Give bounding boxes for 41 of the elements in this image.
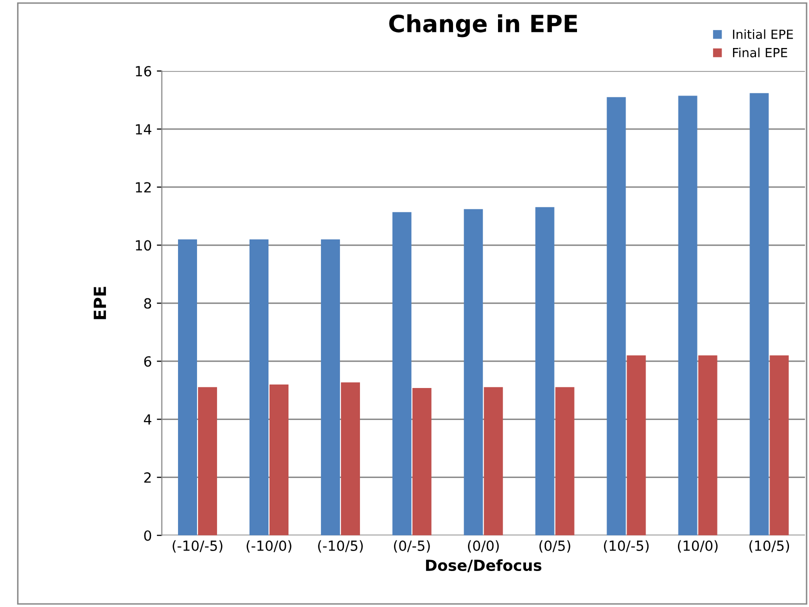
y-tick-label: 16 — [136, 66, 152, 76]
y-tick-label: 14 — [136, 124, 152, 134]
bar — [464, 209, 483, 536]
bar — [555, 387, 574, 536]
x-tick-label: (10/0) — [678, 540, 718, 553]
bar — [678, 96, 698, 536]
x-tick-label: (-10/5) — [318, 540, 363, 553]
y-tick-label: 0 — [144, 530, 152, 541]
x-axis-title: Dose/Defocus — [426, 559, 542, 572]
legend-label: Initial EPE — [733, 29, 793, 39]
bar — [750, 93, 769, 536]
bar — [198, 387, 218, 536]
y-tick-label: 6 — [144, 356, 152, 367]
bar — [320, 239, 340, 536]
x-tick-label: (10/5) — [749, 540, 790, 553]
x-tick-label: (0/0) — [468, 540, 499, 553]
bar — [698, 355, 718, 536]
x-tick-label: (0/-5) — [394, 540, 430, 553]
bar — [626, 355, 646, 536]
bar — [392, 212, 412, 536]
bar — [535, 207, 554, 536]
bar — [340, 382, 360, 536]
legend-label: Final EPE — [733, 48, 788, 58]
bar — [484, 387, 503, 536]
y-tick-label: 2 — [144, 472, 151, 483]
chart-title: Change in EPE — [389, 14, 577, 38]
x-tick-label: (-10/0) — [246, 540, 292, 553]
x-tick-label: (10/-5) — [604, 540, 649, 553]
y-tick-label: 8 — [144, 298, 152, 309]
y-tick-label: 12 — [136, 182, 151, 192]
y-tick-label: 4 — [144, 414, 152, 425]
y-axis-title: EPE — [94, 286, 106, 320]
bar — [178, 239, 198, 536]
x-tick-label: (-10/-5) — [172, 540, 222, 553]
bar — [249, 239, 268, 536]
bar — [770, 355, 789, 536]
x-tick-label: (0/5) — [539, 540, 570, 553]
y-tick-label: 10 — [136, 240, 152, 251]
bar — [412, 388, 432, 536]
bar — [269, 384, 288, 536]
bar — [606, 97, 626, 536]
